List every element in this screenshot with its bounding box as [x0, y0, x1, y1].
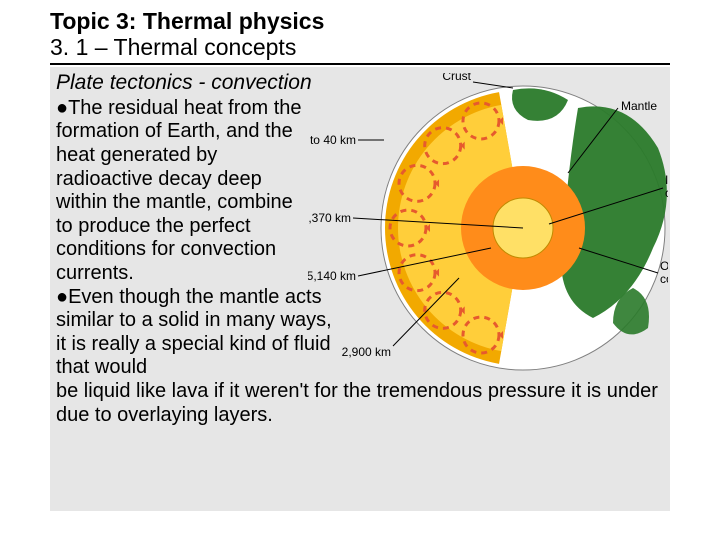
paragraph-1: ●The residual heat from the formation of… [56, 97, 311, 286]
earth-cross-section-figure: Crust Mantle Innercore Outercore 5 to 40 km 6… [308, 73, 668, 383]
figure-label: Innercore [665, 173, 668, 200]
figure-label: Crust [442, 73, 471, 83]
figure-label: Mantle [621, 99, 657, 113]
paragraph-2-bottom: be liquid like lava if it weren't for th… [56, 380, 662, 427]
figure-label: 5,140 km [308, 269, 356, 283]
paragraph-2-top: ●Even though the mantle acts similar to … [56, 286, 346, 380]
slide-title: Topic 3: Thermal physics [50, 8, 670, 34]
slide-subtitle: 3. 1 – Thermal concepts [50, 34, 670, 64]
figure-label: 6,370 km [308, 211, 351, 225]
figure-label: 2,900 km [342, 345, 391, 359]
content-area: Plate tectonics - convection ●The residu… [50, 67, 670, 511]
figure-label: 5 to 40 km [308, 133, 356, 147]
figure-label: Outercore [660, 259, 668, 286]
